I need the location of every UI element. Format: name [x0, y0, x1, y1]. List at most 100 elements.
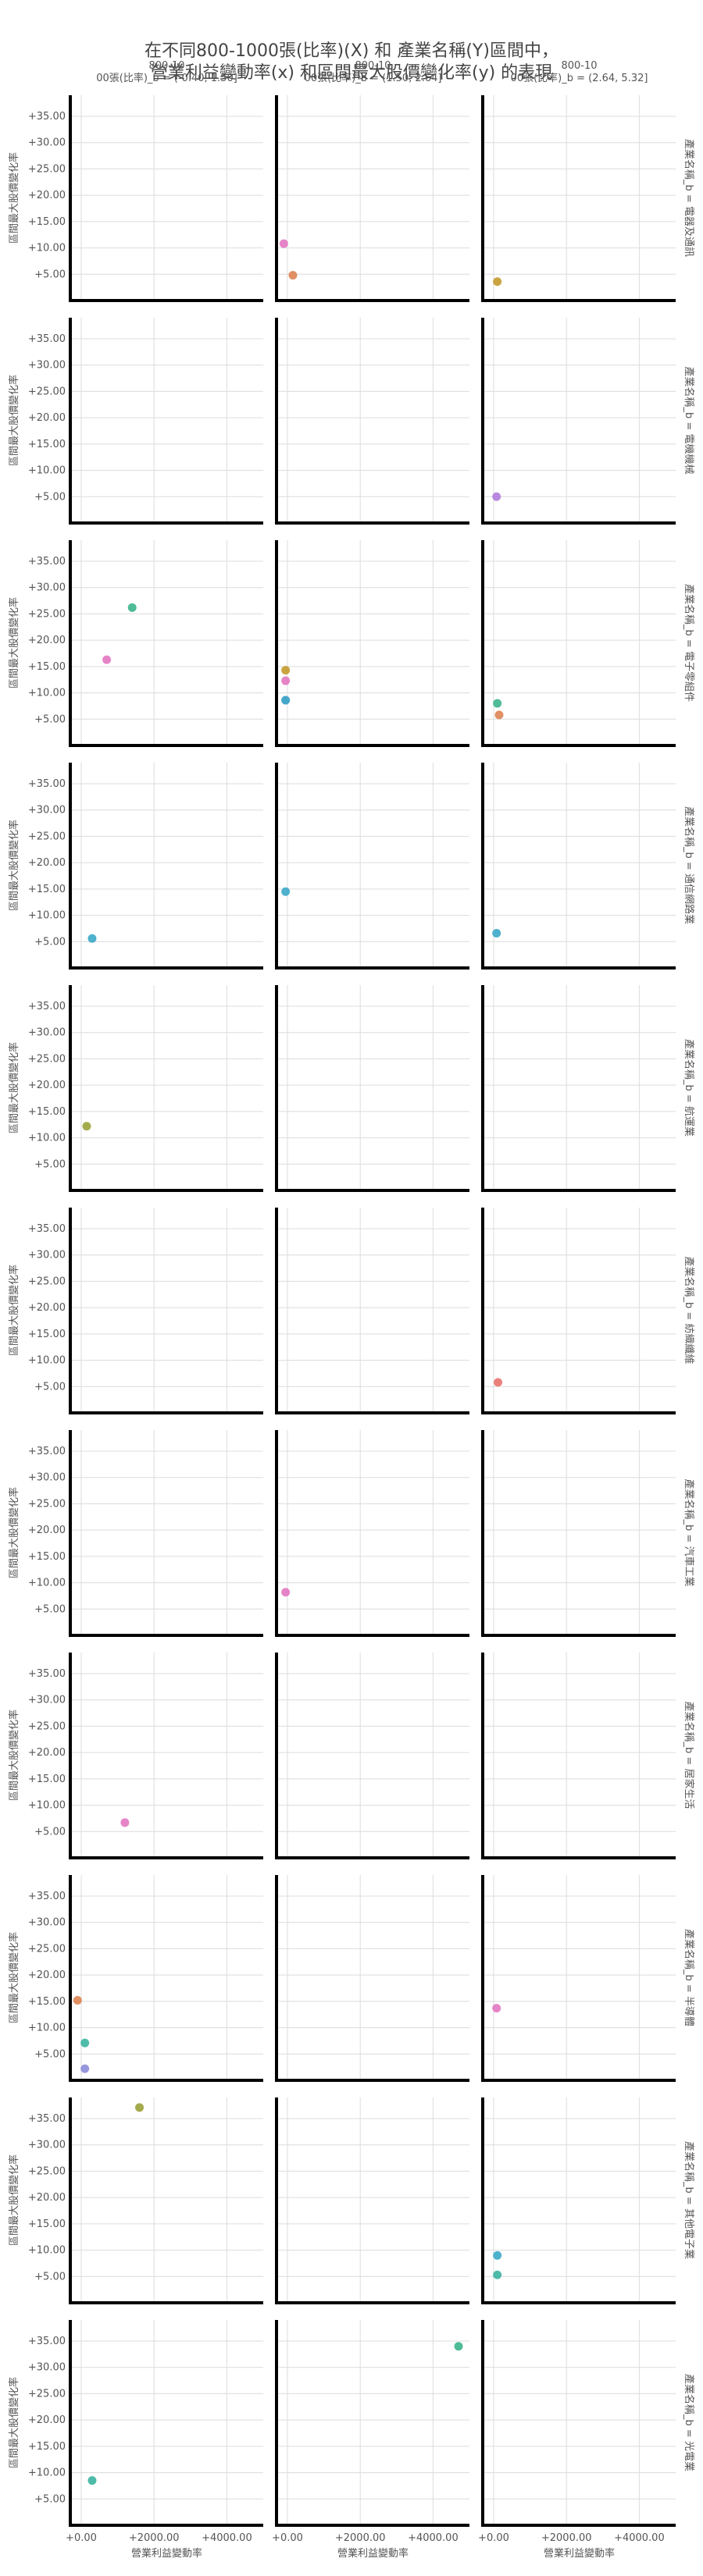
- y-tick-label: +20.00: [28, 635, 66, 646]
- y-tick-label: +25.00: [28, 1943, 66, 1955]
- y-axis-title: 區間最大股價變化率: [8, 1710, 20, 1801]
- y-tick-label: +20.00: [28, 412, 66, 424]
- y-tick-label: +20.00: [28, 2414, 66, 2426]
- y-tick-label: +10.00: [28, 910, 66, 922]
- y-tick-label: +10.00: [28, 688, 66, 699]
- y-axis-title: 區間最大股價變化率: [8, 375, 20, 466]
- data-point: [80, 2064, 90, 2073]
- column-title: 00張(比率)_b = (1.50, 2.64]: [305, 72, 442, 84]
- y-tick-label: +30.00: [28, 2362, 66, 2374]
- y-tick-label: +35.00: [28, 1446, 66, 1457]
- y-axis-title: 區間最大股價變化率: [8, 597, 20, 688]
- y-tick-label: +25.00: [28, 2165, 66, 2177]
- y-tick-label: +15.00: [28, 884, 66, 895]
- x-tick-label: +0.00: [66, 2532, 97, 2544]
- data-point: [493, 2270, 502, 2279]
- x-tick-label: +4000.00: [614, 2532, 665, 2544]
- y-axis-title: 區間最大股價變化率: [8, 1265, 20, 1356]
- x-tick-label: +2000.00: [335, 2532, 386, 2544]
- y-tick-label: +10.00: [28, 2245, 66, 2257]
- y-tick-label: +25.00: [28, 2388, 66, 2400]
- y-tick-label: +10.00: [28, 2467, 66, 2479]
- y-tick-label: +30.00: [28, 582, 66, 594]
- data-point: [80, 2038, 90, 2048]
- y-tick-label: +5.00: [34, 2271, 66, 2282]
- data-point: [281, 676, 291, 685]
- y-tick-label: +15.00: [28, 1996, 66, 2008]
- y-tick-label: +5.00: [34, 1603, 66, 1615]
- y-tick-label: +30.00: [28, 1027, 66, 1039]
- x-axis-title: 營業利益變動率: [337, 2547, 409, 2560]
- y-axis-title: 區間最大股價變化率: [8, 1042, 20, 1133]
- y-tick-label: +25.00: [28, 386, 66, 397]
- data-point: [492, 492, 501, 501]
- y-tick-label: +30.00: [28, 2140, 66, 2151]
- y-tick-label: +35.00: [28, 2113, 66, 2125]
- data-point: [127, 603, 137, 612]
- y-tick-label: +15.00: [28, 1774, 66, 1785]
- row-title: 產業名稱_b = 通信網路業: [683, 806, 695, 924]
- data-point: [493, 2250, 502, 2260]
- y-tick-label: +10.00: [28, 243, 66, 254]
- y-axis-title: 區間最大股價變化率: [8, 1932, 20, 2023]
- y-tick-label: +25.00: [28, 1053, 66, 1065]
- y-tick-label: +5.00: [34, 2048, 66, 2060]
- y-tick-label: +20.00: [28, 1969, 66, 1981]
- y-tick-label: +5.00: [34, 269, 66, 280]
- y-tick-label: +30.00: [28, 1917, 66, 1929]
- data-point: [281, 666, 291, 675]
- y-tick-label: +25.00: [28, 1720, 66, 1732]
- y-tick-label: +20.00: [28, 190, 66, 201]
- y-tick-label: +25.00: [28, 1276, 66, 1287]
- row-title: 產業名稱_b = 居家生活: [683, 1702, 695, 1809]
- y-tick-label: +10.00: [28, 465, 66, 477]
- x-tick-label: +2000.00: [129, 2532, 180, 2544]
- column-title: 800-10: [561, 60, 597, 72]
- data-point: [82, 1122, 91, 1131]
- column-title: 00張(比率)_b = (-0.40, 1.50]: [96, 72, 237, 84]
- y-tick-label: +25.00: [28, 163, 66, 175]
- data-point: [492, 928, 501, 938]
- y-tick-label: +15.00: [28, 216, 66, 228]
- data-point: [281, 887, 291, 896]
- y-tick-label: +30.00: [28, 137, 66, 149]
- row-title: 產業名稱_b = 航運業: [683, 1039, 695, 1137]
- y-tick-label: +35.00: [28, 333, 66, 345]
- y-tick-label: +15.00: [28, 1551, 66, 1563]
- y-axis-title: 區間最大股價變化率: [8, 1487, 20, 1578]
- y-tick-label: +35.00: [28, 556, 66, 568]
- y-tick-label: +5.00: [34, 491, 66, 503]
- row-title: 產業名稱_b = 電子零組件: [683, 584, 695, 702]
- y-tick-label: +35.00: [28, 1668, 66, 1680]
- y-tick-label: +5.00: [34, 1381, 66, 1393]
- x-tick-label: +4000.00: [408, 2532, 459, 2544]
- y-tick-label: +20.00: [28, 1080, 66, 1091]
- y-tick-label: +30.00: [28, 1695, 66, 1706]
- row-title: 產業名稱_b = 其他電子業: [683, 2141, 695, 2259]
- x-tick-label: +2000.00: [541, 2532, 592, 2544]
- y-tick-label: +15.00: [28, 2218, 66, 2230]
- data-point: [454, 2342, 463, 2351]
- row-title: 產業名稱_b = 紡織纖維: [683, 1257, 695, 1364]
- y-tick-label: +5.00: [34, 1826, 66, 1838]
- y-tick-label: +15.00: [28, 1329, 66, 1340]
- data-point: [288, 271, 298, 280]
- y-tick-label: +5.00: [34, 1158, 66, 1170]
- data-point: [102, 655, 112, 664]
- data-point: [493, 699, 502, 708]
- y-tick-label: +10.00: [28, 1133, 66, 1144]
- chart-title-line1: 在不同800-1000張(比率)(X) 和 產業名稱(Y)區間中，: [145, 41, 558, 61]
- data-point: [281, 1588, 291, 1597]
- data-point: [120, 1818, 130, 1827]
- data-point: [494, 710, 504, 720]
- y-tick-label: +20.00: [28, 1302, 66, 1314]
- y-tick-label: +30.00: [28, 360, 66, 372]
- y-tick-label: +20.00: [28, 1747, 66, 1759]
- y-tick-label: +35.00: [28, 111, 66, 123]
- y-tick-label: +35.00: [28, 2336, 66, 2347]
- y-tick-label: +15.00: [28, 2441, 66, 2453]
- y-tick-label: +10.00: [28, 1355, 66, 1367]
- y-axis-title: 區間最大股價變化率: [8, 152, 20, 244]
- row-title: 產業名稱_b = 半導體: [683, 1929, 695, 2026]
